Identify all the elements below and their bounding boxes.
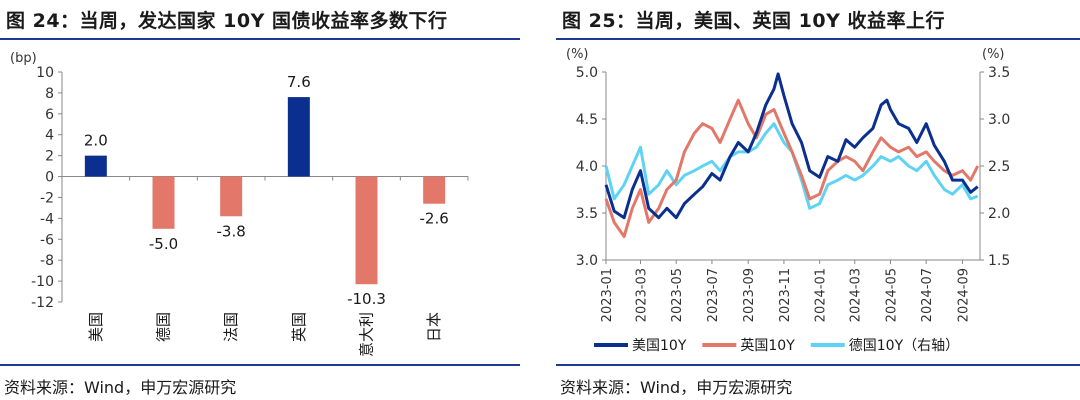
footer-divider (0, 364, 520, 366)
x-tick-label: 2023-01 (600, 268, 615, 322)
y-tick-label: 0 (45, 170, 54, 186)
bar (152, 176, 175, 229)
bar-value-label: -3.8 (217, 222, 246, 240)
bar-value-label: -10.3 (347, 290, 386, 308)
right-y-tick-label: 3.5 (988, 65, 1010, 81)
bar-value-label: 2.0 (84, 132, 108, 150)
y-axis-unit-label: (bp) (10, 51, 37, 66)
right-y-tick-label: 2.0 (988, 206, 1010, 222)
line-chart-title: 图 25：当周，美国、英国 10Y 收益率上行 (562, 10, 945, 32)
series-line (604, 122, 979, 210)
left-y-tick-label: 5.0 (576, 65, 598, 81)
y-tick-label: -10 (31, 274, 54, 290)
y-tick-label: -8 (40, 253, 54, 269)
x-tick-label: 2023-03 (635, 268, 650, 322)
title-divider (0, 38, 520, 40)
right-y-tick-label: 3.0 (988, 112, 1010, 128)
bar-chart: (bp)10 8 6 4 2 0 -2 -4 -6 -8 -10 -12 2.0 美国 -5.0 德国 -3.8… (10, 51, 469, 357)
bar-value-label: 7.6 (287, 73, 311, 91)
x-tick-label: 2024-05 (884, 268, 899, 322)
y-tick-label: 10 (36, 65, 54, 81)
y-tick-label: -12 (31, 295, 54, 311)
bar (423, 176, 446, 204)
x-tick-label: 2024-01 (814, 268, 829, 322)
legend-label: 美国10Y (632, 338, 687, 354)
left-y-tick-label: 3.0 (576, 253, 598, 269)
bar-chart-panel: 图 24：当周，发达国家 10Y 国债收益率多数下行 (bp) 10 8 6 4 2 0 -2… (0, 0, 520, 400)
y-tick-label: 4 (45, 128, 54, 144)
x-tick-label: 2023-05 (670, 268, 685, 322)
x-tick-label: 2024-09 (956, 268, 971, 322)
line-chart-source: 资料来源：Wind，申万宏源研究 (560, 378, 793, 397)
x-category-label: 法国 (222, 312, 240, 342)
left-axis-unit-label: (%) (566, 47, 589, 62)
left-y-tick-label: 4.0 (576, 159, 598, 175)
left-y-tick-label: 3.5 (576, 206, 598, 222)
line-chart-panel: 图 25：当周，美国、英国 10Y 收益率上行 (%) (%) 3.0 3.5 4.0 4… (556, 0, 1080, 400)
x-tick-label: 2024-03 (849, 268, 864, 322)
x-tick-label: 2024-07 (920, 268, 935, 322)
right-y-tick-label: 1.5 (988, 253, 1010, 269)
title-divider (556, 38, 1080, 40)
x-tick-label: 2023-09 (742, 268, 757, 322)
y-tick-label: 8 (45, 86, 54, 102)
y-tick-label: -4 (40, 211, 54, 227)
y-tick-label: -2 (40, 190, 54, 206)
x-category-label: 意大利 (358, 312, 376, 357)
x-category-label: 日本 (425, 312, 443, 342)
x-category-label: 英国 (290, 312, 308, 342)
series-line (604, 98, 980, 238)
bar-chart-title: 图 24：当周，发达国家 10Y 国债收益率多数下行 (6, 10, 448, 32)
y-tick-label: 6 (45, 107, 54, 123)
right-y-tick-label: 2.5 (988, 159, 1010, 175)
bar (355, 176, 378, 285)
x-category-label: 美国 (87, 312, 105, 342)
x-category-label: 德国 (155, 312, 173, 342)
bar (84, 155, 107, 177)
bar-value-label: -5.0 (149, 235, 178, 253)
left-y-tick-label: 4.5 (576, 112, 598, 128)
right-axis-unit-label: (%) (982, 47, 1005, 62)
x-tick-label: 2023-07 (706, 268, 721, 322)
y-tick-label: -6 (40, 232, 54, 248)
legend-label: 德国10Y（右轴） (849, 338, 959, 354)
bar (220, 176, 243, 217)
x-tick-label: 2023-11 (778, 268, 793, 322)
bar-value-label: -2.6 (420, 210, 449, 228)
bar-chart-source: 资料来源：Wind，申万宏源研究 (4, 378, 237, 397)
line-chart: (%) (%) 3.0 3.5 4.0 4.5 5.0 1.5 2.0 2.5 3.0 3.5 2023… (566, 47, 1010, 354)
series-line (604, 72, 979, 220)
legend-label: 英国10Y (740, 337, 795, 354)
y-tick-label: 2 (45, 149, 54, 165)
bar (287, 97, 310, 177)
footer-divider (556, 364, 1080, 366)
